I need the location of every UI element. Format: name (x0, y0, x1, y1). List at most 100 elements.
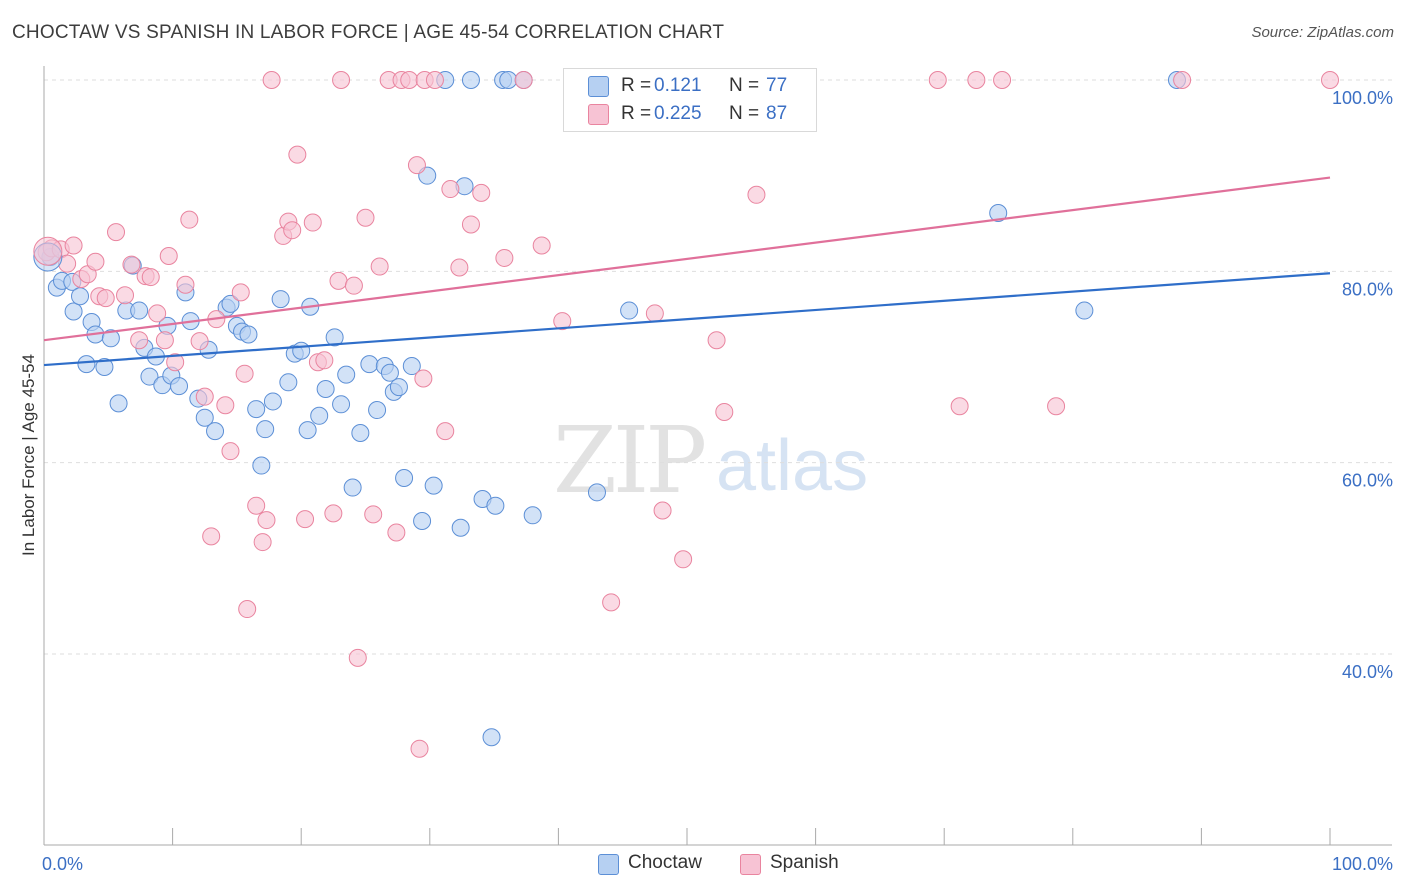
spanish-point (107, 223, 126, 242)
choctaw-point (337, 365, 356, 384)
spanish-point (674, 550, 693, 569)
spanish-point (400, 71, 419, 89)
watermark-atlas: atlas (716, 426, 868, 506)
legend-spanish-swatch (740, 854, 761, 875)
spanish-point (436, 422, 455, 441)
spanish-n-label: N = (729, 103, 760, 124)
choctaw-point (292, 341, 311, 360)
choctaw-n-label: N = (729, 75, 760, 96)
choctaw-point (252, 456, 271, 475)
spanish-point (257, 511, 276, 530)
choctaw-point (989, 203, 1008, 222)
spanish-point (64, 236, 83, 255)
spanish-point (645, 304, 664, 323)
spanish-r-label: R = (621, 103, 652, 124)
spanish-point (238, 600, 257, 619)
spanish-point (288, 145, 307, 164)
choctaw-point (413, 512, 432, 531)
choctaw-point (279, 373, 298, 392)
choctaw-point (380, 363, 399, 382)
choctaw-point (71, 287, 90, 306)
spanish-point (141, 268, 160, 287)
watermark-zip: ZIP (553, 407, 704, 514)
spanish-point (122, 255, 141, 274)
choctaw-point (95, 358, 114, 376)
choctaw-point (271, 290, 290, 309)
spanish-point (461, 215, 480, 234)
choctaw-r-label: R = (621, 75, 652, 96)
spanish-point (262, 71, 281, 89)
spanish-point (387, 523, 406, 542)
choctaw-point (523, 506, 542, 525)
spanish-point (928, 71, 947, 89)
spanish-point (247, 496, 266, 515)
choctaw-point (109, 394, 128, 413)
choctaw-point (263, 392, 282, 411)
spanish-point (148, 304, 167, 323)
y-tick-label: 60.0% (1342, 471, 1393, 491)
spanish-point (202, 527, 221, 546)
choctaw-point (620, 301, 639, 320)
chart-source: Source: ZipAtlas.com (1251, 24, 1394, 41)
choctaw-point (195, 408, 214, 427)
choctaw-point (1075, 301, 1094, 320)
choctaw-point (332, 395, 351, 414)
spanish-r-value: 0.225 (654, 103, 702, 124)
spanish-point (993, 71, 1012, 89)
spanish-point (166, 353, 185, 372)
choctaw-point (298, 421, 317, 440)
choctaw-point (451, 518, 470, 537)
spanish-point (495, 248, 514, 267)
y-axis-label: In Labor Force | Age 45-54 (19, 354, 38, 556)
spanish-point (180, 210, 199, 229)
spanish-point (283, 221, 302, 240)
legend: Choctaw Spanish (0, 852, 1406, 878)
stats-row-spanish: R = 0.225 N = 87 (564, 102, 816, 128)
spanish-point (364, 505, 383, 524)
spanish-point (324, 504, 343, 523)
spanish-point (190, 332, 209, 351)
choctaw-point (101, 329, 120, 348)
spanish-point (116, 286, 135, 305)
choctaw-n-value: 77 (766, 75, 788, 96)
stats-row-choctaw: R = 0.121 N = 77 (564, 74, 816, 100)
choctaw-point (395, 468, 414, 487)
choctaw-point (239, 325, 258, 344)
choctaw-point (77, 355, 96, 374)
y-tick-label: 40.0% (1342, 662, 1393, 682)
stats-box: R = 0.121 N = 77 R = 0.225 N = 87 (563, 68, 817, 132)
spanish-point (414, 369, 433, 388)
choctaw-point (140, 367, 159, 386)
spanish-point (348, 648, 367, 667)
choctaw-point (351, 424, 370, 443)
legend-choctaw-swatch (598, 854, 619, 875)
spanish-point (1173, 71, 1192, 89)
spanish-point (315, 351, 334, 370)
spanish-trend-line (43, 176, 1331, 342)
spanish-n-value: 87 (766, 103, 788, 124)
spanish-swatch (588, 104, 609, 125)
spanish-point (532, 236, 551, 255)
spanish-point (195, 387, 214, 406)
choctaw-point (206, 422, 225, 441)
spanish-point (950, 397, 969, 416)
series-spanish (37, 71, 1339, 758)
x-tick-label-min: 0.0% (42, 854, 83, 874)
spanish-point (441, 180, 460, 199)
choctaw-swatch (588, 76, 609, 97)
choctaw-point (316, 380, 335, 399)
choctaw-point (402, 357, 421, 376)
spanish-point (707, 331, 726, 350)
choctaw-point (170, 377, 189, 396)
chart-title: CHOCTAW VS SPANISH IN LABOR FORCE | AGE … (12, 22, 725, 43)
choctaw-point (482, 728, 501, 747)
choctaw-point (64, 302, 83, 321)
spanish-point (235, 364, 254, 383)
legend-choctaw-label: Choctaw (628, 852, 702, 873)
choctaw-point (247, 400, 266, 419)
choctaw-point (424, 476, 443, 495)
spanish-point (216, 396, 235, 415)
spanish-point (96, 289, 115, 308)
choctaw-point (360, 355, 379, 374)
spanish-point (332, 71, 351, 89)
